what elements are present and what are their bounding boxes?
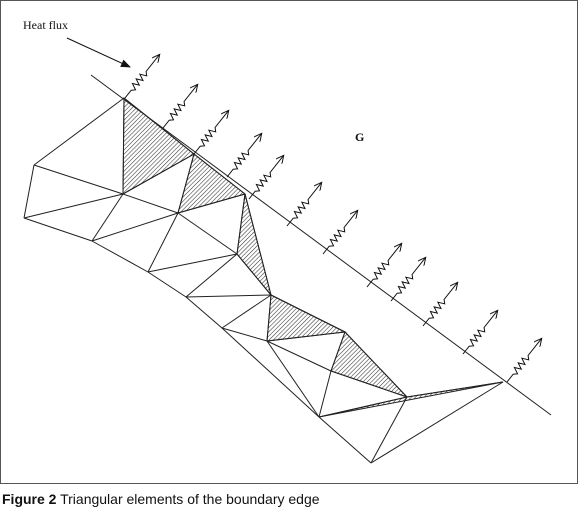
mesh-edge — [406, 381, 504, 398]
mesh-edge — [318, 396, 408, 418]
mesh-edge — [177, 212, 238, 255]
heat-flux-arrow-5 — [248, 155, 284, 200]
mesh-edge — [122, 97, 125, 195]
mesh-edge — [330, 331, 346, 372]
hatched-triangle-3 — [236, 193, 272, 296]
mesh-edge — [185, 294, 272, 298]
heat-flux-arrow-7 — [322, 210, 358, 255]
heat-flux-arrow-3 — [193, 110, 229, 155]
hatched-triangle-5 — [330, 331, 408, 398]
mesh-edge — [122, 193, 179, 214]
heat-flux-arrow-9 — [390, 257, 426, 302]
figure-caption-text: Triangular elements of the boundary edge — [56, 491, 320, 507]
mesh-edge — [266, 340, 332, 372]
heat-flux-arrow-8 — [366, 243, 402, 288]
mesh-edge — [122, 153, 195, 195]
hatched-triangle-4 — [266, 294, 347, 342]
mesh-edge — [193, 153, 246, 195]
heat-flux-arrow-1 — [124, 54, 160, 99]
mesh-edge — [318, 416, 372, 464]
mesh-edge — [91, 240, 149, 273]
mesh-edge — [23, 193, 124, 219]
heat-flux-arrows — [124, 54, 542, 383]
hatched-boundary-elements — [122, 96, 504, 418]
heat-flux-arrow-6 — [286, 182, 322, 227]
mesh-edge — [266, 331, 346, 342]
mesh-edge — [147, 253, 238, 273]
mesh-edge — [221, 327, 268, 342]
mesh-edge — [147, 271, 187, 298]
mesh-edge — [177, 153, 195, 214]
mesh-edge — [23, 217, 93, 242]
heat-flux-arrow-11 — [462, 310, 498, 355]
mesh-edge — [185, 253, 238, 298]
triangular-mesh — [23, 97, 504, 464]
mesh-edge — [177, 193, 246, 214]
heat-flux-arrow-12 — [506, 338, 542, 383]
mesh-edge — [123, 97, 195, 155]
mesh-edge — [236, 193, 246, 255]
mesh-edge — [270, 294, 346, 333]
mesh-edge — [147, 212, 179, 273]
mesh-edge — [318, 370, 332, 418]
figure-caption: Figure 2 Triangular elements of the boun… — [2, 489, 578, 509]
mesh-edge — [23, 164, 35, 219]
figure-frame: Heat flux G — [0, 0, 578, 484]
heat-flux-arrow-2 — [162, 84, 198, 129]
mesh-edge — [370, 381, 504, 464]
heat-flux-label: Heat flux — [23, 18, 68, 32]
mesh-edge — [33, 97, 125, 166]
mesh-edge — [91, 212, 179, 242]
heat-flux-arrow-10 — [422, 282, 458, 327]
mesh-edge — [330, 370, 408, 398]
mesh-edge — [370, 396, 408, 464]
mesh-edge — [344, 331, 408, 398]
mesh-edge — [185, 296, 223, 329]
heat-flux-pointer-arrow — [66, 37, 131, 68]
boundary-mesh-diagram: Heat flux G — [23, 18, 552, 464]
region-label-g: G — [355, 130, 364, 144]
mesh-edge — [266, 294, 272, 342]
mesh-edge — [91, 193, 124, 242]
mesh-edge — [236, 253, 272, 296]
mesh-edge — [244, 193, 272, 296]
boundary-edge-line — [90, 74, 552, 416]
mesh-edge — [221, 294, 272, 329]
mesh-edge — [33, 164, 124, 195]
mesh-edge — [221, 327, 320, 418]
figure-caption-label: Figure 2 — [2, 491, 57, 507]
heat-flux-arrow-4 — [226, 133, 262, 178]
mesh-edge — [266, 340, 320, 418]
